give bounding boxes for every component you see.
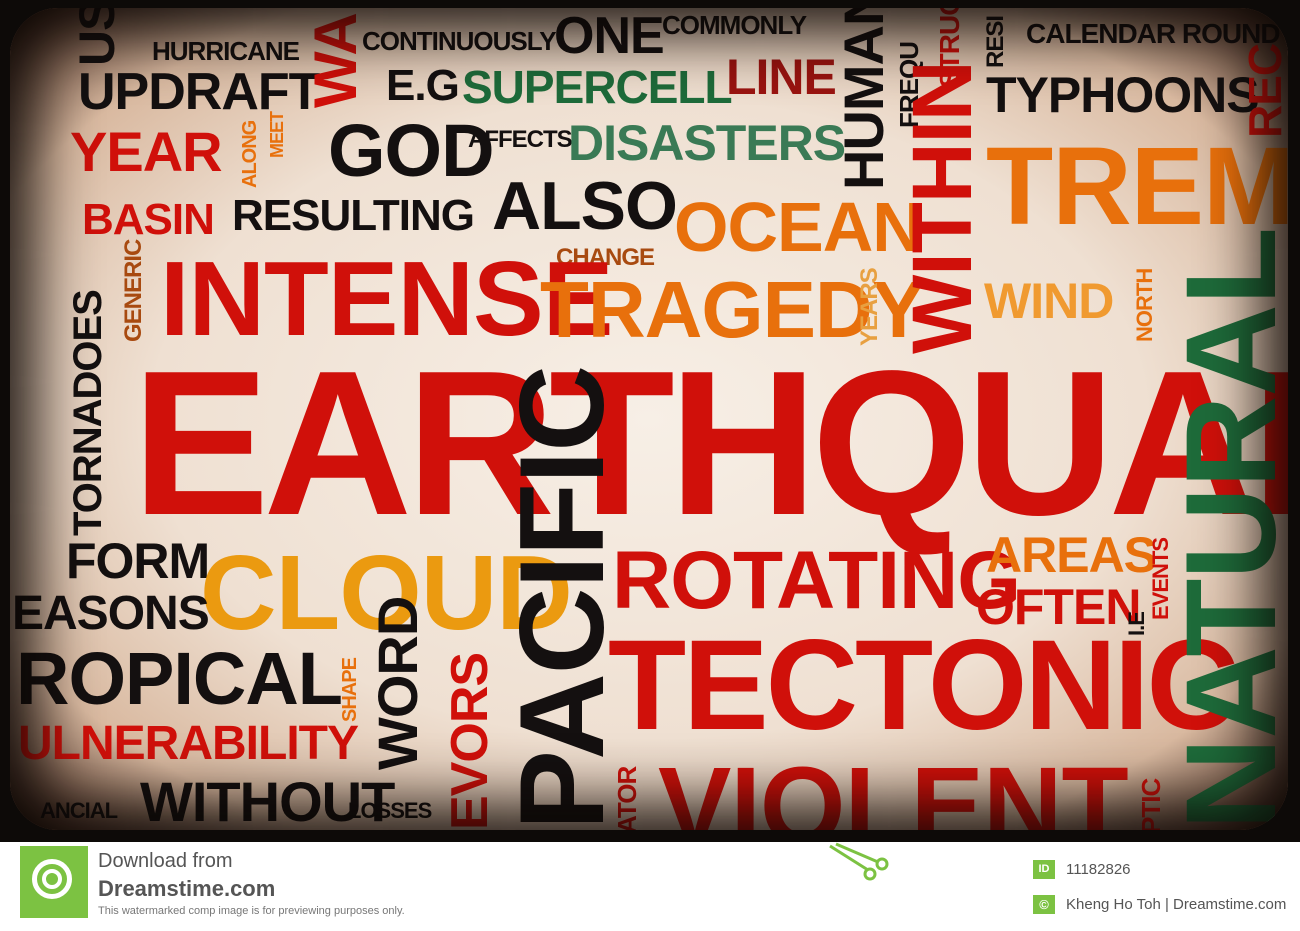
- download-from-text: Download from: [98, 850, 233, 872]
- word-ptic: PTIC: [1136, 778, 1166, 830]
- word-trem: TREM: [986, 125, 1288, 248]
- word-ulnerability: ULNERABILITY: [18, 717, 359, 770]
- word-also: ALSO: [492, 168, 678, 244]
- word-intense: INTENSE: [160, 240, 613, 358]
- word-along: ALONG: [239, 120, 261, 188]
- word-commonly: COMMONLY: [662, 10, 807, 40]
- word-generic: GENERIC: [120, 239, 147, 342]
- word-easons: EASONS: [12, 587, 210, 640]
- scissors-icon: [829, 842, 889, 881]
- word-rec: REC: [1239, 43, 1288, 138]
- spiral-inner-icon: [42, 869, 62, 889]
- poster-image: HURRICANE CONTINUOUSLY ONE COMMONLY CALE…: [0, 0, 1300, 842]
- word-line: LINE: [726, 49, 837, 105]
- photographer-credit[interactable]: Kheng Ho Toh | Dreamstime.com: [1066, 896, 1287, 913]
- dreamstime-logo[interactable]: [20, 846, 88, 918]
- word-basin: BASIN: [82, 195, 215, 244]
- word-ie: I.E: [1124, 612, 1149, 636]
- word-ocean: OCEAN: [674, 188, 923, 266]
- word-north: NORTH: [1132, 268, 1157, 342]
- word-continuously: CONTINUOUSLY: [362, 26, 557, 56]
- word-areas: AREAS: [986, 527, 1157, 583]
- word-evors: EVORS: [441, 652, 499, 830]
- word-word: WORD: [366, 596, 429, 770]
- word-shape: SHAPE: [339, 658, 361, 722]
- word-resulting: RESULTING: [232, 191, 475, 240]
- word-often: OFTEN: [976, 579, 1141, 635]
- word-earthquake: EARTHQUAKE: [132, 328, 1288, 558]
- word-within: WITHIN: [895, 61, 989, 354]
- word-wa: WA: [302, 13, 369, 108]
- word-pacific: PACIFIC: [495, 365, 629, 830]
- word-wind: WIND: [984, 273, 1114, 329]
- word-cloud: CLOUD: [200, 534, 573, 652]
- copyright-icon: ©: [1033, 895, 1055, 914]
- disclaimer-text: This watermarked comp image is for previ…: [98, 905, 405, 917]
- word-tornadoes: TORNADOES: [66, 290, 110, 536]
- word-human: HUMAN: [832, 8, 895, 190]
- word-violent: VIOLENT: [658, 745, 1129, 831]
- word-year: YEAR: [70, 120, 223, 183]
- word-rotating: ROTATING: [612, 535, 1021, 626]
- word-one: ONE: [554, 8, 665, 65]
- word-losses: LOSSES: [348, 798, 432, 823]
- word-tectonic: TECTONIC: [608, 614, 1239, 757]
- word-god: GOD: [328, 109, 495, 192]
- word-supercell: SUPERCELL: [462, 61, 733, 113]
- word-change: CHANGE: [556, 244, 655, 271]
- word-cloud-canvas: HURRICANE CONTINUOUSLY ONE COMMONLY CALE…: [10, 8, 1288, 830]
- word-form: FORM: [66, 533, 210, 589]
- watermark-footer: [0, 842, 1300, 931]
- image-id: 11182826: [1066, 861, 1131, 878]
- word-ropical: ROPICAL: [16, 637, 343, 720]
- word-updraft: UPDRAFT: [78, 63, 320, 121]
- word-natural: NATURAL: [1160, 227, 1288, 830]
- word-us: US: [69, 8, 125, 66]
- word-events: EVENTS: [1148, 537, 1173, 620]
- dreamstime-link[interactable]: Dreamstime.com: [98, 876, 276, 901]
- word-hurricane: HURRICANE: [152, 36, 300, 66]
- word-eg: E.G: [386, 61, 460, 110]
- word-ator: ATOR: [612, 766, 642, 830]
- word-affects: AFFECTS: [468, 126, 573, 153]
- word-calendar-round: CALENDAR ROUND: [1026, 18, 1281, 49]
- word-disasters: DISASTERS: [568, 115, 846, 171]
- word-tragedy: TRAGEDY: [540, 265, 925, 354]
- word-without: WITHOUT: [140, 770, 395, 830]
- word-years: YEARS: [856, 268, 883, 346]
- word-resi: RESI: [982, 15, 1009, 68]
- word-meet: MEET: [267, 111, 287, 158]
- word-typhoons: TYPHOONS: [986, 67, 1260, 123]
- spiral-icon: [32, 859, 72, 899]
- word-ancial: ANCIAL: [40, 798, 118, 823]
- id-icon: ID: [1033, 860, 1055, 879]
